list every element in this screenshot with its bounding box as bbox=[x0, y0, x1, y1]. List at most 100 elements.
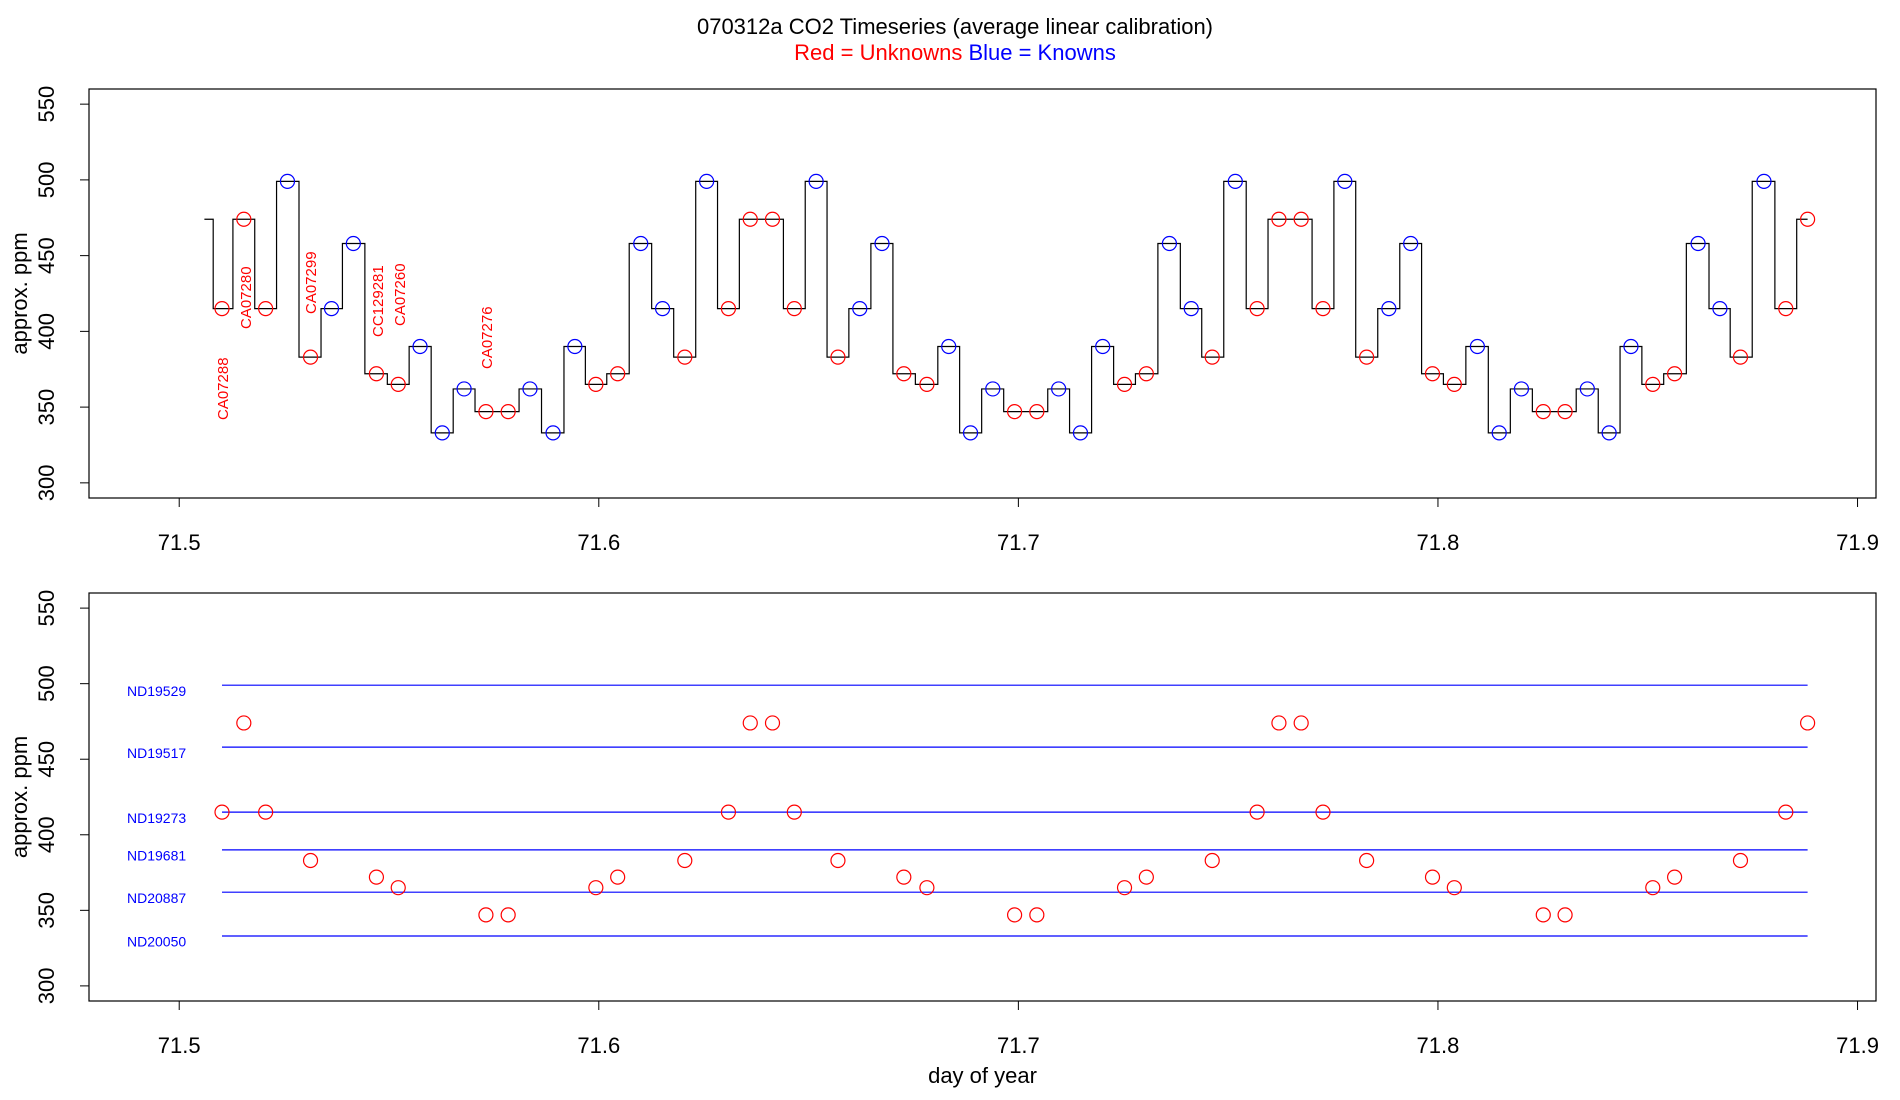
y-tick-label: 400 bbox=[34, 816, 59, 853]
point bbox=[1690, 235, 1706, 252]
point bbox=[588, 376, 604, 392]
point bbox=[1732, 852, 1749, 869]
point bbox=[279, 173, 296, 190]
annotation: CA07288 bbox=[215, 357, 232, 420]
plot-frame bbox=[88, 88, 1877, 499]
point bbox=[1029, 907, 1045, 923]
x-tick-label: 71.6 bbox=[577, 1033, 620, 1058]
point bbox=[896, 366, 912, 382]
point bbox=[1469, 338, 1485, 355]
reference-label: ND19529 bbox=[127, 683, 186, 699]
point bbox=[1623, 338, 1639, 355]
point bbox=[1732, 349, 1749, 365]
point bbox=[390, 376, 406, 392]
point bbox=[720, 301, 737, 317]
point bbox=[236, 715, 252, 731]
point bbox=[1116, 880, 1133, 896]
point bbox=[1513, 381, 1530, 397]
point bbox=[1006, 404, 1023, 420]
point bbox=[896, 869, 912, 885]
point bbox=[1645, 880, 1661, 896]
point bbox=[1095, 338, 1111, 355]
point bbox=[1557, 907, 1573, 923]
point bbox=[610, 366, 626, 382]
point bbox=[522, 381, 538, 397]
point bbox=[808, 173, 824, 190]
x-tick-label: 71.7 bbox=[997, 1033, 1040, 1058]
point bbox=[1359, 349, 1375, 365]
subtitle-part: Red = Unknowns bbox=[794, 40, 962, 65]
annotation: CA07280 bbox=[238, 266, 255, 329]
x-axis-label: day of year bbox=[928, 1063, 1037, 1088]
point bbox=[368, 366, 385, 382]
point bbox=[1183, 301, 1199, 317]
point bbox=[654, 301, 671, 317]
point bbox=[677, 349, 693, 365]
point bbox=[1006, 907, 1023, 923]
point bbox=[1315, 301, 1331, 317]
point bbox=[214, 301, 230, 317]
reference-label: ND19517 bbox=[127, 745, 186, 761]
y-tick-label: 300 bbox=[34, 968, 59, 1005]
plot-frame bbox=[88, 592, 1877, 1002]
point bbox=[1337, 173, 1353, 190]
point bbox=[742, 211, 758, 227]
point bbox=[610, 869, 626, 885]
y-tick-label: 500 bbox=[34, 162, 59, 199]
reference-label: ND20887 bbox=[127, 890, 186, 906]
point bbox=[742, 715, 758, 731]
point bbox=[588, 880, 604, 896]
y-tick-label: 450 bbox=[34, 237, 59, 274]
point bbox=[1029, 404, 1045, 420]
point bbox=[919, 376, 935, 392]
point bbox=[1579, 381, 1595, 397]
point bbox=[412, 338, 428, 355]
point bbox=[302, 852, 319, 869]
annotation: CA07276 bbox=[479, 306, 496, 369]
y-axis-label: approx. ppm bbox=[7, 736, 32, 858]
point bbox=[1359, 852, 1375, 869]
y-tick-label: 400 bbox=[34, 313, 59, 350]
point bbox=[545, 425, 561, 441]
point bbox=[1072, 425, 1089, 441]
reference-label: ND20050 bbox=[127, 934, 186, 950]
point bbox=[500, 907, 516, 923]
point bbox=[1446, 880, 1462, 896]
point bbox=[1403, 235, 1419, 252]
reference-label: ND19681 bbox=[127, 848, 186, 864]
point bbox=[1446, 376, 1462, 392]
x-tick-label: 71.9 bbox=[1836, 530, 1879, 555]
point bbox=[720, 804, 737, 820]
point bbox=[1138, 366, 1154, 382]
point bbox=[1800, 715, 1816, 731]
point bbox=[1601, 425, 1617, 441]
point bbox=[1756, 173, 1772, 190]
point bbox=[633, 235, 649, 252]
point bbox=[1116, 376, 1133, 392]
x-tick-label: 71.8 bbox=[1417, 1033, 1460, 1058]
point bbox=[434, 425, 450, 441]
point bbox=[345, 235, 361, 252]
point bbox=[830, 349, 846, 365]
point bbox=[699, 173, 715, 190]
point bbox=[1204, 852, 1220, 869]
point bbox=[1424, 869, 1441, 885]
point bbox=[1712, 301, 1728, 317]
y-tick-label: 550 bbox=[34, 590, 59, 627]
y-tick-label: 350 bbox=[34, 892, 59, 929]
point bbox=[1249, 804, 1265, 820]
point bbox=[874, 235, 890, 252]
point bbox=[478, 404, 494, 420]
point bbox=[1271, 211, 1287, 227]
point bbox=[1271, 715, 1287, 731]
annotation: CA07260 bbox=[392, 263, 409, 326]
point bbox=[962, 425, 979, 441]
x-tick-label: 71.5 bbox=[158, 530, 201, 555]
x-tick-label: 71.5 bbox=[158, 1033, 201, 1058]
point bbox=[1667, 366, 1683, 382]
point bbox=[1645, 376, 1661, 392]
point bbox=[1424, 366, 1441, 382]
point bbox=[302, 349, 319, 365]
point bbox=[368, 869, 385, 885]
